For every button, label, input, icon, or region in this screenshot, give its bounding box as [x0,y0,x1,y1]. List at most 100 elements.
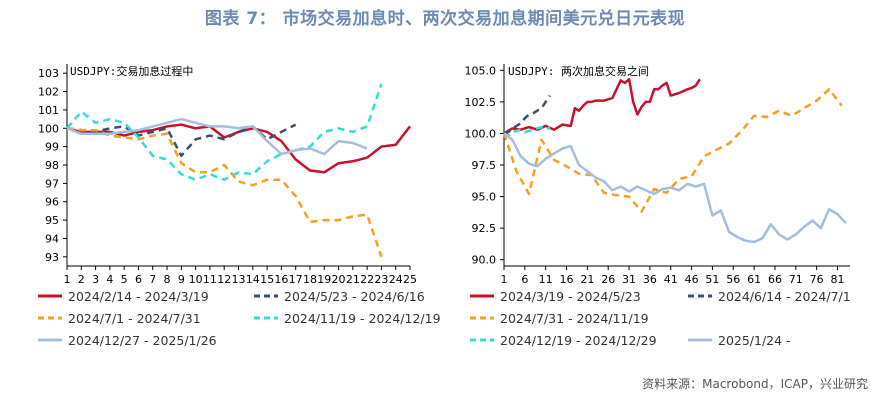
x-tick-label: 20 [332,273,346,286]
x-tick-label: 8 [164,273,171,286]
figure-title: 图表 7： 市场交易加息时、两次交易加息期间美元兑日元表现 [204,9,686,29]
legend-label: 2024/7/31 - 2024/11/19 [500,310,649,326]
x-tick-label: 17 [289,273,303,286]
x-tick-label: 61 [747,273,761,286]
x-tick-label: 71 [789,273,803,286]
x-tick-label: 2 [78,273,85,286]
legend-swatch [38,316,62,320]
y-tick-label: 102.5 [465,96,497,109]
x-tick-label: 51 [705,273,719,286]
x-tick-label: 10 [189,273,203,286]
x-tick-label: 46 [685,273,699,286]
x-tick-label: 6 [135,273,142,286]
legend-swatch [38,338,62,342]
x-tick-label: 41 [664,273,678,286]
series-line-5 [503,132,847,244]
legend-item: 2024/7/1 - 2024/7/31 [38,308,201,328]
chart-annotation: USDJPY: 两次加息交易之间 [508,64,649,78]
x-tick-label: 81 [830,273,844,286]
y-tick-label: 100 [38,122,59,135]
y-tick-label: 93 [45,251,59,264]
x-tick-label: 25 [403,273,417,286]
y-tick-label: 92.5 [472,222,497,235]
series-line-1 [503,77,701,135]
legend-item: 2024/12/27 - 2025/1/26 [38,330,217,350]
y-tick-label: 98 [45,159,59,172]
x-tick-label: 22 [360,273,374,286]
chart-annotation: USDJPY:交易加息过程中 [70,64,193,78]
y-tick-label: 105.0 [465,64,497,77]
x-tick-label: 16 [274,273,288,286]
x-tick-label: 15 [260,273,274,286]
x-tick-label: 3 [92,273,99,286]
x-tick-label: 26 [601,273,615,286]
x-tick-label: 11 [203,273,217,286]
y-tick-label: 99 [45,141,59,154]
x-tick-label: 31 [622,273,636,286]
x-tick-label: 9 [178,273,185,286]
x-tick-label: 23 [374,273,388,286]
legend-label: 2024/6/14 - 2024/7/1 [718,288,851,304]
legend-swatch [470,316,494,320]
x-tick-label: 16 [560,273,574,286]
series-line-5 [66,117,368,156]
x-tick-label: 66 [768,273,782,286]
legend-item: 2024/12/19 - 2024/12/29 [470,330,657,350]
y-tick-label: 96 [45,196,59,209]
x-tick-label: 1 [64,273,71,286]
x-tick-label: 13 [232,273,246,286]
series-line-1 [66,123,411,174]
source-note: 资料来源：Macrobond，ICAP，兴业研究 [642,377,868,391]
x-tick-label: 6 [521,273,528,286]
legend-item: 2024/2/14 - 2024/3/19 [38,286,209,306]
y-tick-label: 101 [38,104,59,117]
legend-swatch [470,294,494,298]
legend-swatch [254,316,278,320]
legend-label: 2024/12/27 - 2025/1/26 [68,332,217,348]
x-tick-label: 21 [580,273,594,286]
legend-item: 2024/6/14 - 2024/7/1 [688,286,851,306]
x-tick-label: 12 [217,273,231,286]
y-tick-label: 103 [38,67,59,80]
x-tick-label: 56 [726,273,740,286]
legend-label: 2024/2/14 - 2024/3/19 [68,288,209,304]
legend-swatch [688,338,712,342]
y-tick-label: 100.0 [465,127,497,140]
legend-label: 2025/1/24 - [718,332,791,348]
legend-label: 2024/11/19 - 2024/12/19 [284,310,441,326]
y-tick-label: 94 [45,232,59,245]
legend-item: 2024/3/19 - 2024/5/23 [470,286,641,306]
legend-swatch [38,294,62,298]
y-tick-label: 97 [45,177,59,190]
legend-item: 2025/1/24 - [688,330,791,350]
series-line-2 [66,123,297,158]
y-tick-label: 95.0 [472,191,497,204]
y-tick-label: 97.5 [472,159,497,172]
x-tick-label: 24 [389,273,403,286]
x-tick-label: 18 [303,273,317,286]
series-line-4 [503,125,551,138]
legend-label: 2024/5/23 - 2024/6/16 [284,288,425,304]
x-tick-label: 7 [149,273,156,286]
x-tick-label: 5 [121,273,128,286]
legend-swatch [470,338,494,342]
x-tick-label: 36 [643,273,657,286]
series-line-3 [66,127,383,258]
legend-item: 2024/7/31 - 2024/11/19 [470,308,649,328]
x-tick-label: 76 [810,273,824,286]
x-tick-label: 4 [106,273,113,286]
legend-item: 2024/11/19 - 2024/12/19 [254,308,441,328]
x-tick-label: 11 [539,273,553,286]
y-tick-label: 102 [38,86,59,99]
x-tick-label: 1 [501,273,508,286]
x-tick-label: 21 [346,273,360,286]
legend-label: 2024/12/19 - 2024/12/29 [500,332,657,348]
legend-label: 2024/7/1 - 2024/7/31 [68,310,201,326]
x-tick-label: 14 [246,273,260,286]
series-line-2 [503,94,551,135]
y-tick-label: 90.0 [472,254,497,267]
series-line-3 [502,88,843,213]
series-line-4 [66,83,383,181]
legend-swatch [254,294,278,298]
